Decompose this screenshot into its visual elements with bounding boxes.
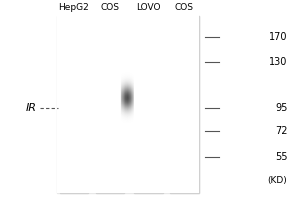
Bar [134, 16, 163, 193]
Text: COS: COS [100, 3, 119, 12]
Text: 55: 55 [275, 152, 287, 162]
Bar [57, 16, 199, 193]
Bar [95, 16, 124, 193]
Text: COS: COS [175, 3, 194, 12]
Text: LOVO: LOVO [136, 3, 161, 12]
Bar [170, 16, 199, 193]
Text: (KD): (KD) [268, 176, 287, 185]
Text: 72: 72 [275, 126, 287, 136]
Bar [60, 16, 88, 193]
Text: 130: 130 [269, 57, 287, 67]
Text: IR: IR [26, 103, 37, 113]
Text: 95: 95 [275, 103, 287, 113]
Text: HepG2: HepG2 [58, 3, 89, 12]
Text: 170: 170 [269, 32, 287, 42]
